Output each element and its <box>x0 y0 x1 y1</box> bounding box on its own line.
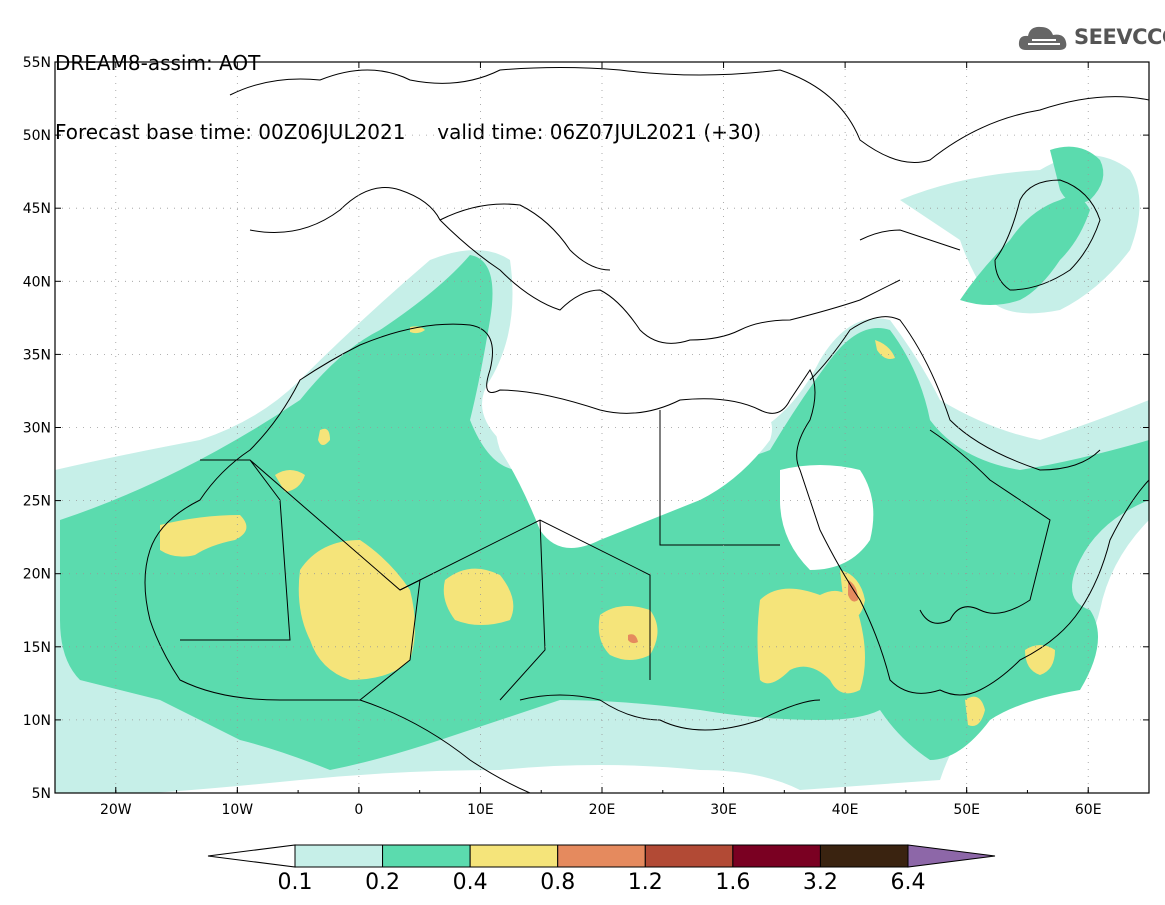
coastlines <box>144 67 1149 793</box>
aot-fields <box>55 146 1149 793</box>
graticule <box>55 62 1149 793</box>
colorbar-swatch <box>557 844 646 868</box>
lon-tick-label: 10E <box>467 802 494 818</box>
seevccc-logo: SEEVCCC <box>1016 22 1165 56</box>
lon-tick-label: 20W <box>100 802 132 818</box>
colorbar-label: 0.8 <box>540 870 576 895</box>
colorbar-swatch <box>294 844 384 868</box>
colorbar-swatch <box>382 844 471 868</box>
lon-tick-label: 40E <box>832 802 859 818</box>
lat-tick-label: 45N <box>23 201 51 217</box>
cloud-icon <box>1018 26 1067 50</box>
lon-tick-label: 30E <box>710 802 737 818</box>
lon-tick-label: 60E <box>1075 802 1102 818</box>
colorbar-label: 1.6 <box>715 870 751 895</box>
lon-tick-label: 10W <box>221 802 253 818</box>
aot-band-0-4 <box>160 326 1055 726</box>
colorbar-label: 1.2 <box>627 870 663 895</box>
lat-tick-label: 55N <box>23 55 51 71</box>
lat-tick-label: 15N <box>23 640 51 656</box>
lon-tick-label: 50E <box>953 802 980 818</box>
lon-tick-label: 0 <box>354 802 363 818</box>
lat-tick-label: 25N <box>23 494 51 510</box>
lat-tick-label: 10N <box>23 713 51 729</box>
lat-tick-label: 40N <box>23 274 51 290</box>
colorbar-swatch <box>644 844 734 868</box>
colorbar-label: 0.2 <box>365 870 401 895</box>
aot-clear-areas <box>495 386 874 570</box>
colorbar-label: 0.4 <box>452 870 488 895</box>
colorbar-swatch <box>469 844 559 868</box>
title-line-1: DREAM8-assim: AOT <box>55 51 261 75</box>
colorbar-label: 3.2 <box>802 870 838 895</box>
title-line-2: Forecast base time: 00Z06JUL2021 valid t… <box>55 120 762 144</box>
colorbar-swatch <box>732 844 821 868</box>
lat-tick-label: 5N <box>32 786 51 802</box>
colorbar-arrow-low <box>207 844 296 868</box>
axis-ticks: 55N 50N 45N 40N 35N 30N 25N 20N 15N 10N 5N 20W 10W 0 1… <box>23 55 1150 818</box>
lat-tick-label: 35N <box>23 347 51 363</box>
logo-text: SEEVCCC <box>1074 25 1165 49</box>
lat-tick-label: 50N <box>23 128 51 144</box>
colorbar-label: 6.4 <box>890 870 926 895</box>
lon-tick-label: 20E <box>589 802 616 818</box>
colorbar-swatch <box>819 844 909 868</box>
colorbar-arrow-high <box>907 844 996 868</box>
colorbar <box>207 844 996 868</box>
map-title: DREAM8-assim: AOT Forecast base time: 00… <box>55 6 761 167</box>
lat-tick-label: 30N <box>23 421 51 437</box>
colorbar-label: 0.1 <box>277 870 313 895</box>
lat-tick-label: 20N <box>23 567 51 583</box>
